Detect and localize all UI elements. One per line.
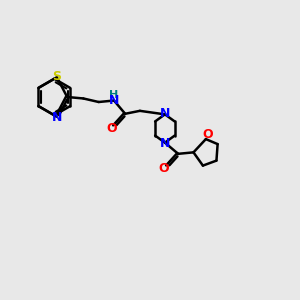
Text: O: O: [159, 162, 169, 175]
Text: N: N: [160, 137, 170, 150]
Text: N: N: [52, 111, 62, 124]
Text: O: O: [202, 128, 213, 142]
Text: H: H: [110, 90, 118, 100]
Text: S: S: [52, 70, 62, 83]
Text: N: N: [109, 94, 119, 107]
Text: O: O: [106, 122, 117, 135]
Text: N: N: [160, 107, 170, 120]
